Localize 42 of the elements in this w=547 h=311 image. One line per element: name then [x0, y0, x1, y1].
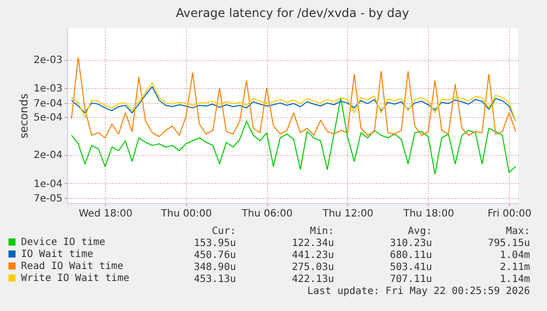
text: Cur:: [212, 226, 236, 237]
text: 707.11u: [390, 274, 432, 285]
x-tick-label: Thu 18:00: [402, 208, 454, 220]
text: 795.15u: [488, 238, 530, 249]
text: Max:: [506, 226, 530, 237]
line-series: [70, 97, 516, 175]
text: 453.13u: [194, 274, 236, 285]
text: 422.13u: [292, 274, 334, 285]
text: 122.34u: [292, 238, 334, 249]
y-tick-label: 2e-04: [34, 150, 62, 162]
x-tick-label: Thu 06:00: [240, 208, 293, 220]
x-tick-label: Thu 00:00: [160, 208, 212, 220]
text: 503.41u: [390, 262, 432, 273]
text: 310.23u: [390, 238, 432, 249]
y-tick-label: 5e-04: [34, 112, 62, 124]
text: 450.76u: [194, 250, 236, 261]
text: 348.90u: [194, 262, 236, 273]
text: 680.11u: [390, 250, 432, 261]
y-tick-label: 2e-03: [34, 55, 62, 66]
text: 1.04m: [500, 250, 530, 261]
line-series: [70, 57, 516, 138]
y-tick-label: 7e-04: [34, 98, 62, 110]
text: 1.14m: [500, 274, 530, 285]
chart-title: Average latency for /dev/xvda - by day: [176, 6, 410, 20]
text: Last update: Fri May 22 00:25:59 2026: [307, 286, 530, 297]
y-axis-title: seconds: [18, 93, 31, 138]
y-tick-label: 1e-04: [34, 178, 62, 190]
x-tick-label: Fri 00:00: [488, 208, 532, 220]
text: Min:: [310, 226, 334, 237]
legend-label: Read IO Wait time: [21, 261, 124, 272]
text: 153.95u: [194, 238, 236, 249]
text: Avg:: [408, 226, 432, 237]
legend-label: Device IO time: [21, 237, 106, 248]
legend-label: Write IO Wait time: [21, 273, 130, 284]
y-tick-label: 7e-05: [34, 193, 62, 204]
text: 275.03u: [292, 262, 334, 273]
x-tick-label: Thu 12:00: [322, 208, 374, 220]
legend-label: IO Wait time: [21, 249, 94, 260]
text: 2.11m: [500, 262, 530, 273]
y-tick-label: 1e-03: [34, 84, 62, 95]
x-tick-label: Wed 18:00: [78, 208, 133, 220]
text: 441.23u: [292, 250, 334, 261]
